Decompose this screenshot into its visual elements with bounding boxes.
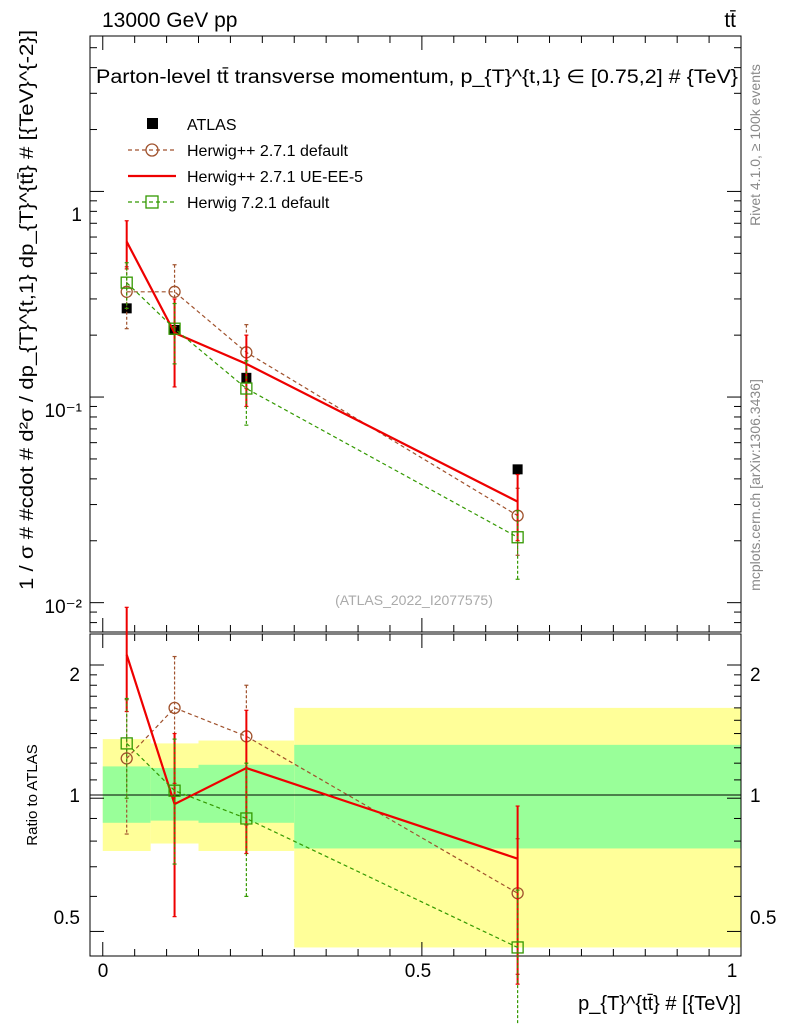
ratio-x-ticks	[102, 634, 742, 956]
main-y-ticks	[90, 47, 741, 624]
main-line-herwig-2-7-1-default	[126, 291, 518, 517]
y-axis-title: 1 / σ # #cdot # d²σ / dp_{T}^{t,1} dp_{T…	[17, 30, 38, 590]
main-marker-herwig-2-7-1-default	[120, 285, 133, 298]
main-marker-herwig-7-2-1-default	[240, 382, 253, 395]
ratio-y-tick-label-right-1: 1	[750, 786, 761, 807]
ratio-y-tick-label-0.5: 0.5	[54, 908, 80, 929]
chart-title: Parton-level tt̄ transverse momentum, p_…	[96, 67, 738, 88]
main-frame	[89, 35, 742, 633]
ratio-panel: 2 1 0.5 2 1 0.5 Ratio to ATLAS 0 0.5 1 p…	[24, 606, 776, 1024]
legend-label-herwigpp-default: Herwig++ 2.7.1 default	[187, 143, 349, 160]
ratio-y-tick-label-right-0.5: 0.5	[750, 908, 776, 929]
x-tick-label-1: 1	[727, 961, 738, 982]
data-point-atlas	[512, 464, 523, 475]
analysis-label: (ATLAS_2022_I2077575)	[335, 592, 493, 608]
ratio-marker-herwig-7-2-1-default	[168, 784, 181, 797]
main-marker-herwig-7-2-1-default	[511, 531, 524, 544]
legend-marker-herwigpp-default	[145, 143, 159, 157]
ratio-y-ticks	[90, 664, 741, 932]
rivet-label: Rivet 4.1.0, ≥ 100k events	[747, 64, 763, 226]
main-marker-herwig-2-7-1-default	[168, 285, 181, 298]
ratio-marker-herwig-2-7-1-default	[168, 701, 181, 715]
ratio-series	[120, 606, 524, 1024]
main-panel: 1 10⁻¹ 10⁻² Parton-level tt̄ transverse …	[17, 30, 742, 633]
ratio-y-axis-title: Ratio to ATLAS	[24, 744, 41, 845]
ratio-y-tick-label-2: 2	[69, 665, 80, 686]
main-x-ticks	[102, 36, 742, 632]
legend-label-herwigpp-ueee5: Herwig++ 2.7.1 UE-EE-5	[187, 169, 363, 186]
ratio-y-tick-label-right-2: 2	[750, 665, 761, 686]
x-tick-label-0.5: 0.5	[405, 961, 431, 982]
ratio-line-herwig-2-7-1-default	[126, 707, 518, 894]
mcplots-label: mcplots.cern.ch [arXiv:1306.3436]	[747, 379, 763, 591]
ratio-marker-herwig-7-2-1-default	[511, 941, 524, 954]
legend-marker-herwig7	[145, 195, 159, 209]
legend-label-herwig7: Herwig 7.2.1 default	[187, 195, 330, 212]
legend: ATLAS Herwig++ 2.7.1 default Herwig++ 2.…	[128, 117, 363, 212]
main-marker-herwig-7-2-1-default	[120, 276, 133, 289]
ratio-line-herwig-7-2-1-default	[126, 742, 518, 948]
y-tick-label-0.1: 10⁻¹	[45, 401, 83, 422]
x-axis-title: p_{T}^{tt̄} # [{TeV}]	[578, 993, 741, 1015]
ratio-line-herwig-2-7-1-ue-ee-5	[125, 654, 518, 860]
ratio-marker-herwig-7-2-1-default	[120, 737, 133, 750]
main-marker-herwig-7-2-1-default	[168, 322, 181, 335]
main-line-herwig-2-7-1-ue-ee-5	[125, 241, 519, 503]
legend-marker-atlas	[147, 118, 158, 129]
header-process: 13000 GeV pp	[102, 9, 237, 32]
header-final-state: tt̄	[724, 9, 736, 32]
y-tick-label-1: 1	[71, 205, 82, 226]
ratio-y-tick-label-1: 1	[69, 786, 80, 807]
y-tick-label-0.01: 10⁻²	[45, 597, 83, 618]
x-tick-label-0: 0	[98, 961, 109, 982]
legend-label-atlas: ATLAS	[187, 117, 237, 134]
main-series	[120, 220, 524, 580]
main-line-herwig-7-2-1-default	[126, 282, 518, 538]
ratio-marker-herwig-7-2-1-default	[240, 812, 253, 825]
